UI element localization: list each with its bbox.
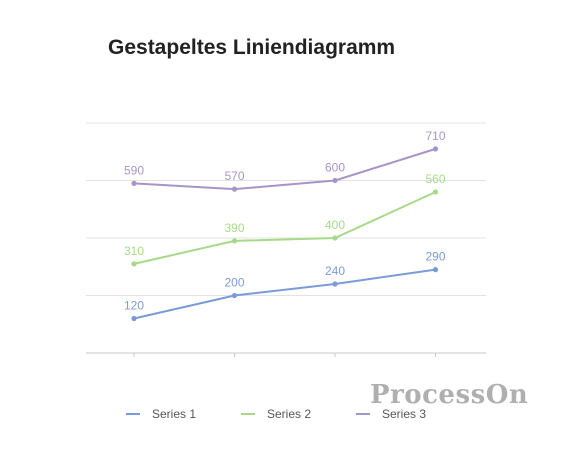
data-point[interactable] [432,267,439,273]
data-point[interactable] [231,238,238,244]
data-point[interactable] [131,261,137,267]
series-1-line [133,268,436,320]
legend-swatch [241,413,255,415]
legend-item-series-3[interactable]: Series 3 [356,405,426,423]
series-2: 310 390 400 560 [124,172,446,267]
series-3-line [133,147,436,191]
data-point[interactable] [231,292,238,299]
data-label: 600 [325,161,345,175]
data-label: 400 [325,218,345,232]
legend-swatch [356,413,370,415]
data-point[interactable] [432,189,439,195]
data-label: 120 [124,299,144,313]
data-point[interactable] [131,315,137,322]
legend-label: Series 2 [267,407,312,421]
series-2-line [133,191,436,265]
data-label: 570 [224,169,244,183]
data-label: 290 [425,250,445,264]
data-point[interactable] [332,281,338,287]
data-label: 590 [124,163,144,177]
chart-title: Gestapeltes Liniendiagramm [108,36,396,59]
data-label: 200 [224,276,244,290]
data-point[interactable] [131,180,137,186]
data-point[interactable] [231,186,238,192]
data-label: 560 [425,172,445,186]
data-point[interactable] [332,177,338,184]
data-point[interactable] [432,146,439,152]
legend-item-series-1[interactable]: Series 1 [126,405,196,423]
watermark: ProcessOn [370,380,529,410]
legend-item-series-2[interactable]: Series 2 [241,405,311,423]
data-label: 240 [325,264,345,278]
data-label: 710 [425,129,445,143]
legend-label: Series 3 [382,407,427,421]
x-axis [86,352,486,357]
gridlines [86,122,486,296]
legend: Series 1 Series 2 Series 3 [0,405,561,423]
data-point[interactable] [332,235,338,241]
series-3: 590 570 600 710 [124,129,446,192]
series-group: 120 200 240 290 310 390 400 560 590 570 600 710 [124,129,446,322]
legend-label: Series 1 [152,407,197,421]
legend-swatch [126,413,140,415]
data-label: 390 [224,221,244,235]
data-label: 310 [124,244,144,258]
series-1: 120 200 240 290 [124,250,446,322]
